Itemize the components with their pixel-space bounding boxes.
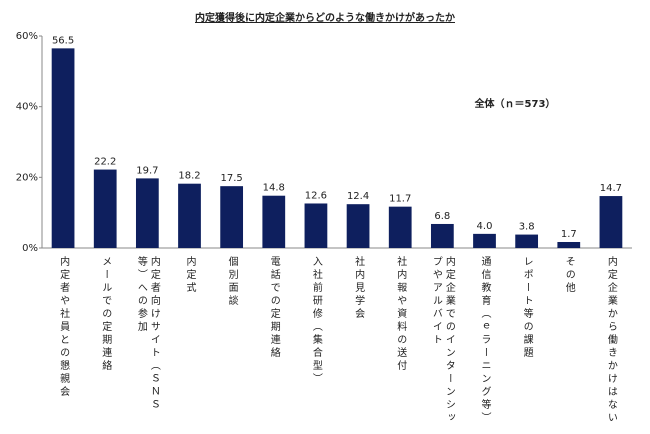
bar: [135, 178, 159, 248]
x-tick-label: メールでの定期連絡: [99, 256, 111, 373]
x-tick-label: 入社前研修（集合型）: [310, 256, 322, 386]
bar: [262, 195, 286, 248]
value-label: 14.8: [263, 183, 285, 194]
bar: [220, 186, 244, 248]
x-tick-label: 内定企業から働きかけはない: [605, 256, 617, 425]
x-tick-label: 内定者や社員との懇親会: [57, 256, 69, 399]
x-tick-label: その他: [563, 256, 575, 295]
value-label: 11.7: [389, 194, 411, 205]
chart-title: 内定獲得後に内定企業からどのような働きかけがあったか: [195, 11, 455, 24]
x-tick-label: 通信教育（ｅラーニング等）: [479, 256, 490, 425]
value-label: 14.7: [600, 183, 622, 194]
bar: [178, 183, 201, 248]
bar: [473, 233, 496, 248]
bar: [557, 241, 581, 248]
value-label: 56.5: [52, 35, 74, 46]
x-tick-label: 社内報や資料の送付: [394, 256, 406, 373]
x-tick-label: 内定企業でのインターンシップやアルバイト: [430, 256, 455, 425]
x-tick-label: 個別面談: [226, 256, 238, 308]
value-label: 1.7: [561, 229, 577, 240]
value-label: 19.7: [136, 165, 158, 176]
bar: [93, 169, 117, 248]
bar: [599, 196, 623, 248]
value-label: 4.0: [477, 221, 493, 232]
y-tick-label: 0%: [22, 243, 38, 254]
x-tick-label: 内定者向けサイト（ＳＮＳ等）への参加: [135, 256, 160, 412]
value-label: 3.8: [519, 222, 535, 233]
value-label: 12.4: [347, 191, 369, 202]
bar: [51, 48, 75, 248]
y-tick-label: 40%: [16, 102, 38, 113]
bar: [515, 234, 539, 248]
value-label: 18.2: [178, 171, 200, 182]
x-tick-label: レポート等の課題: [521, 256, 533, 360]
bar: [430, 223, 454, 248]
x-tick-label: 内定式: [184, 256, 195, 295]
annotation: 全体（ｎ＝573）: [474, 97, 556, 110]
y-tick-label: 60%: [16, 31, 38, 42]
x-tick-label: 社内見学会: [352, 256, 364, 321]
y-tick-label: 20%: [16, 172, 38, 183]
bar: [304, 203, 328, 248]
x-tick-label: 電話での定期連絡: [268, 256, 280, 360]
value-label: 22.2: [94, 157, 116, 168]
value-label: 12.6: [305, 190, 327, 201]
value-label: 6.8: [434, 211, 450, 222]
value-label: 17.5: [221, 173, 243, 184]
bar: [346, 204, 370, 248]
bar: [388, 206, 412, 248]
